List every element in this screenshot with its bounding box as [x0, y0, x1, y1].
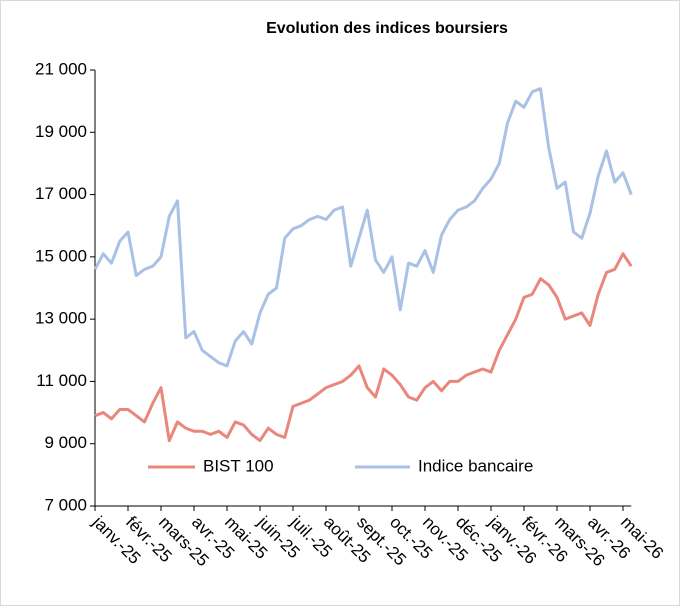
y-tick-label: 15 000	[35, 246, 87, 265]
y-tick-label: 19 000	[35, 122, 87, 141]
y-tick-label: 13 000	[35, 309, 87, 328]
y-tick-label: 21 000	[35, 59, 87, 78]
chart-title: Evolution des indices boursiers	[266, 20, 508, 37]
y-tick-label: 9 000	[44, 433, 87, 452]
legend-label: Indice bancaire	[418, 456, 533, 475]
series-line	[93, 87, 633, 368]
y-tick-label: 11 000	[36, 371, 87, 390]
y-tick-label: 17 000	[35, 184, 87, 203]
series-line	[94, 252, 633, 443]
legend-label: BIST 100	[203, 456, 274, 475]
y-tick-label: 7 000	[44, 495, 87, 514]
